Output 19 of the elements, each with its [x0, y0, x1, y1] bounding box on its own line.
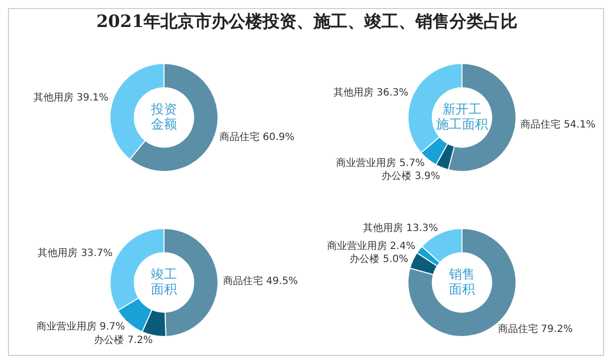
slice-label: 商品住宅 54.1%	[520, 118, 596, 131]
slice-label: 其他用房 36.3%	[333, 86, 408, 98]
slice-label: 其他用房 13.3%	[363, 222, 438, 234]
slice-label: 商业营业用房 9.7%	[36, 320, 126, 332]
slice-label: 商业营业用房 5.7%	[336, 156, 425, 169]
slice-label: 商品住宅 49.5%	[222, 275, 298, 288]
slice-label: 其他用房 39.1%	[33, 91, 108, 104]
text: 竣工面积	[151, 267, 177, 298]
text: 2021年北京市办公楼投资、施工、竣工、销售分类占比	[95, 11, 519, 34]
slice-label: 其他用房 33.7%	[38, 247, 113, 260]
slice-label: 办公楼 5.0%	[350, 252, 408, 265]
slice-label: 办公楼 7.2%	[94, 334, 153, 346]
slice-label: 商品住宅 79.2%	[498, 323, 573, 336]
slice-label: 商业营业用房 2.4%	[326, 240, 416, 252]
text: 新开工施工面积	[436, 102, 488, 132]
text: 销售面积	[448, 267, 475, 298]
text: 投资金额	[150, 102, 177, 132]
slice-label: 办公楼 3.9%	[382, 170, 440, 182]
slice-label: 商品住宅 60.9%	[220, 130, 295, 143]
